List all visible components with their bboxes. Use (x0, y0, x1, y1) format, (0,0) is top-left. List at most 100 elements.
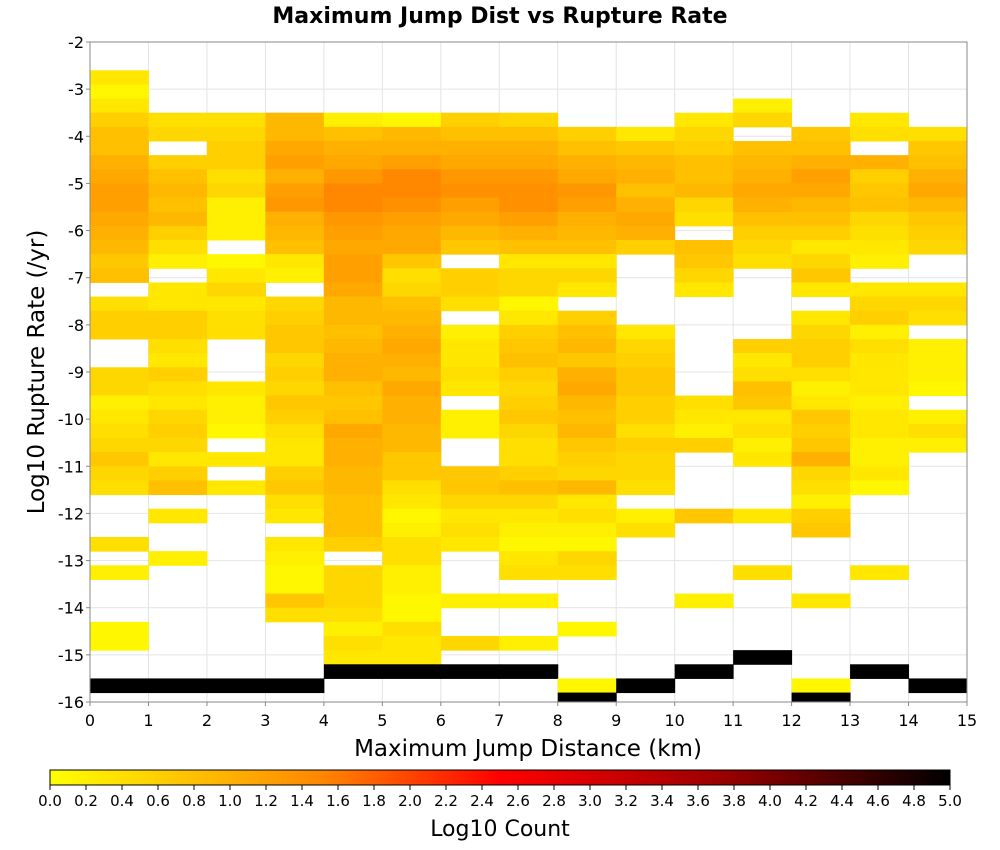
y-tick-label: -3 (68, 80, 84, 99)
heatmap-cell (265, 155, 325, 170)
heatmap-cell (733, 438, 793, 453)
heatmap-cell (382, 112, 442, 128)
heatmap-cells (90, 70, 967, 702)
colorbar-tick-label: 5.0 (938, 792, 962, 810)
heatmap-cell (90, 565, 149, 580)
heatmap-cell (323, 381, 383, 397)
colorbar-tick-label: 4.2 (794, 792, 818, 810)
heatmap-cell (850, 664, 910, 679)
heatmap-cell (908, 353, 967, 368)
colorbar-tick-label: 3.4 (650, 792, 674, 810)
y-tick-label: -9 (68, 363, 84, 382)
heatmap-cell (499, 225, 559, 241)
heatmap-cell (791, 438, 851, 453)
heatmap-cell (323, 282, 383, 298)
heatmap-cell (382, 395, 442, 411)
heatmap-cell (733, 395, 793, 411)
heatmap-cell (850, 282, 910, 298)
heatmap-cell (674, 438, 734, 453)
heatmap-cell (90, 395, 149, 411)
heatmap-cell (90, 225, 149, 241)
heatmap-cell (382, 664, 442, 679)
heatmap-cell (616, 324, 676, 340)
heatmap-cell (850, 240, 910, 255)
heatmap-cell (206, 183, 266, 199)
heatmap-cell (850, 310, 910, 326)
heatmap-cell (382, 381, 442, 397)
heatmap-cell (791, 183, 851, 199)
heatmap-cell (616, 155, 676, 170)
heatmap-cell (499, 324, 559, 340)
y-tick-label: -2 (68, 33, 84, 52)
heatmap-cell (382, 353, 442, 368)
heatmap-cell (265, 310, 325, 326)
heatmap-cell (499, 466, 559, 481)
heatmap-cell (323, 452, 383, 467)
heatmap-cell (557, 183, 617, 199)
heatmap-cell (674, 197, 734, 213)
heatmap-cell (791, 141, 851, 156)
heatmap-cell (90, 84, 149, 100)
heatmap-cell (206, 126, 266, 142)
heatmap-cell (90, 112, 149, 128)
heatmap-cell (499, 310, 559, 326)
heatmap-cell (323, 126, 383, 142)
heatmap-cell (908, 155, 967, 170)
heatmap-cell (908, 678, 967, 694)
heatmap-cell (616, 339, 676, 354)
heatmap-cell (616, 395, 676, 411)
heatmap-cell (557, 480, 617, 496)
heatmap-cell (733, 225, 793, 241)
heatmap-cell (265, 183, 325, 199)
heatmap-cell (616, 438, 676, 453)
heatmap-cell (90, 409, 149, 425)
colorbar-tick-label: 0.2 (74, 792, 98, 810)
y-tick-label: -13 (58, 552, 84, 571)
heatmap-cell (265, 551, 325, 566)
heatmap-cell (850, 367, 910, 382)
heatmap-cell (557, 240, 617, 255)
heatmap-cell (791, 466, 851, 481)
heatmap-cell (382, 621, 442, 637)
heatmap-cell (265, 508, 325, 524)
colorbar-tick-label: 0.8 (182, 792, 206, 810)
heatmap-cell (323, 268, 383, 283)
heatmap-cell (206, 112, 266, 128)
heatmap-cell (557, 126, 617, 142)
colorbar-tick-label: 3.0 (578, 792, 602, 810)
heatmap-cell (791, 324, 851, 340)
heatmap-cell (791, 593, 851, 609)
heatmap-cell (908, 197, 967, 213)
heatmap-cell (323, 310, 383, 326)
heatmap-cell (382, 480, 442, 496)
colorbar-tick-label: 0.6 (146, 792, 170, 810)
heatmap-cell (499, 423, 559, 439)
heatmap-cell (323, 254, 383, 269)
heatmap-cell (733, 565, 793, 580)
heatmap-cell (674, 126, 734, 142)
heatmap-cell (616, 169, 676, 184)
heatmap-cell (616, 211, 676, 227)
heatmap-cell (323, 466, 383, 481)
heatmap-cell (440, 381, 500, 397)
heatmap-cell (265, 254, 325, 269)
heatmap-cell (265, 169, 325, 184)
x-axis-ticks: 0 1 2 3 4 5 6 7 8 9 10 11 12 13 14 15 (85, 702, 977, 730)
heatmap-cell (616, 452, 676, 467)
heatmap-cell (850, 197, 910, 213)
heatmap-cell (323, 197, 383, 213)
heatmap-cell (148, 353, 208, 368)
heatmap-cell (323, 225, 383, 241)
heatmap-cell (265, 395, 325, 411)
heatmap-cell (206, 480, 266, 496)
heatmap-cell (557, 508, 617, 524)
heatmap-cell (206, 197, 266, 213)
heatmap-cell (499, 112, 559, 128)
heatmap-cell (557, 537, 617, 552)
heatmap-cell (382, 169, 442, 184)
heatmap-cell (323, 141, 383, 156)
heatmap-cell (616, 466, 676, 481)
heatmap-cell (265, 678, 325, 694)
heatmap-cell (265, 381, 325, 397)
heatmap-cell (265, 225, 325, 241)
